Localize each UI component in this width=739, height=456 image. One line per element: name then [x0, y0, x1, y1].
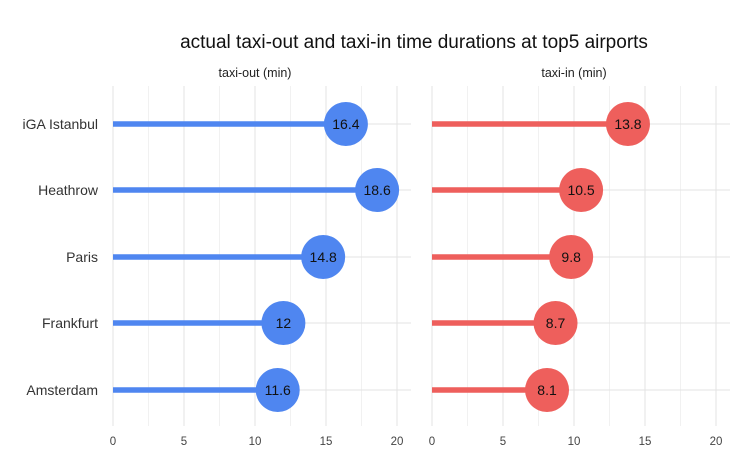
- value-label: 10.5: [567, 182, 594, 198]
- lollipop-point: [605, 102, 650, 146]
- x-tick-label: 5: [500, 436, 506, 448]
- lollipop-point: [559, 168, 604, 212]
- x-tick-label: 0: [110, 436, 116, 448]
- lollipop-point: [301, 235, 346, 279]
- value-label: 13.8: [614, 116, 641, 132]
- value-label: 12: [276, 315, 292, 331]
- x-tick-label: 5: [181, 436, 187, 448]
- lollipop-point: [255, 368, 300, 412]
- x-tick-label: 15: [639, 436, 652, 448]
- value-label: 14.8: [310, 249, 337, 265]
- x-tick-label: 20: [710, 436, 723, 448]
- value-label: 11.6: [265, 382, 291, 398]
- value-label: 9.8: [561, 249, 581, 265]
- lollipop-point: [323, 102, 368, 146]
- x-tick-label: 10: [249, 436, 262, 448]
- chart-title: actual taxi-out and taxi-in time duratio…: [180, 32, 648, 53]
- lollipop-point: [355, 168, 400, 212]
- value-label: 8.7: [546, 315, 566, 331]
- category-label: Frankfurt: [42, 315, 98, 331]
- panel-title-taxi-out: taxi-out (min): [219, 66, 292, 80]
- lollipop-point: [549, 235, 594, 279]
- category-label: Amsterdam: [26, 382, 98, 398]
- x-tick-label: 0: [429, 436, 435, 448]
- lollipop-point: [533, 301, 578, 345]
- value-label: 8.1: [537, 382, 557, 398]
- lollipop-point: [261, 301, 306, 345]
- value-label: 18.6: [363, 182, 390, 198]
- panel-title-taxi-in: taxi-in (min): [541, 66, 606, 80]
- category-label: Heathrow: [38, 182, 99, 198]
- value-label: 16.4: [332, 116, 359, 132]
- x-tick-label: 20: [391, 436, 404, 448]
- x-tick-label: 10: [568, 436, 581, 448]
- x-tick-label: 15: [320, 436, 333, 448]
- category-label: iGA Istanbul: [23, 116, 99, 132]
- category-label: Paris: [66, 249, 98, 265]
- lollipop-point: [525, 368, 570, 412]
